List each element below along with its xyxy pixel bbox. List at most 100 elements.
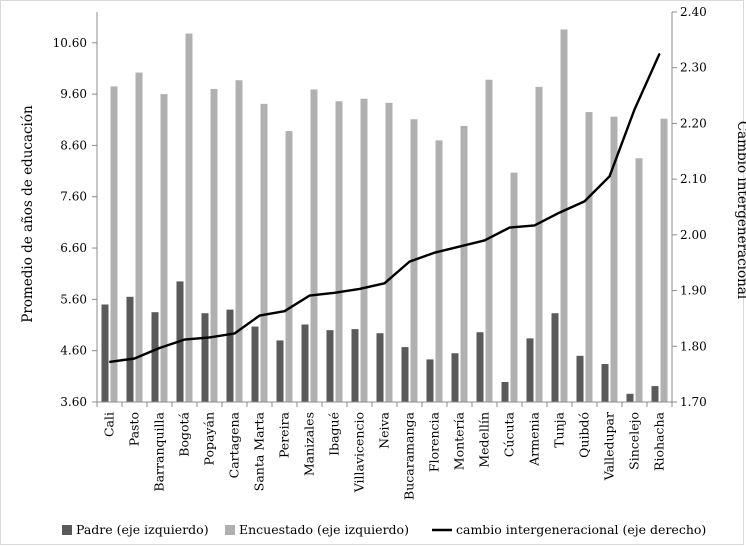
category-label: Quibdó [577, 412, 592, 458]
legend-label-cambio: cambio intergeneracional (eje derecho) [456, 522, 706, 537]
bar-padre [651, 386, 659, 402]
category-label: Cali [102, 412, 117, 437]
category-label: Villavicencio [352, 412, 367, 493]
bar-padre [126, 296, 134, 402]
bar-padre [551, 313, 559, 402]
bar-padre [526, 338, 534, 402]
right-tick-label: 1.70 [680, 395, 707, 409]
right-tick-label: 2.10 [680, 172, 707, 186]
category-label: Medellín [477, 412, 492, 468]
bar-padre [601, 364, 609, 402]
bar-padre [251, 326, 259, 402]
bar-encuestado [385, 102, 393, 402]
line-point [133, 357, 136, 360]
category-label: Valledupar [602, 412, 617, 481]
category-label: Neiva [377, 411, 392, 448]
bar-encuestado [110, 86, 118, 402]
line-point [333, 292, 336, 294]
category-label: Sincelejo [627, 412, 642, 470]
left-tick-label: 8.60 [60, 138, 87, 152]
bar-encuestado [485, 79, 493, 402]
legend-label-encuestado: Encuestado (eje izquierdo) [239, 522, 409, 537]
line-point [583, 200, 586, 203]
line-point [308, 294, 311, 297]
bar-encuestado [335, 101, 343, 402]
bar-padre [226, 309, 234, 402]
line-point [483, 239, 486, 242]
right-axis: 1.70 1.80 1.90 2.00 2.10 2.20 2.30 2.40 [671, 5, 707, 409]
bar-padre [101, 304, 109, 402]
category-label: Santa Marta [252, 411, 267, 491]
category-label: Tunja [552, 411, 567, 447]
bar-encuestado [260, 103, 268, 403]
bar-encuestado [435, 140, 443, 402]
line-point [558, 211, 561, 214]
bar-padre [201, 313, 209, 402]
left-axis-title: Promedio de años de educación [20, 105, 36, 323]
line-point [233, 332, 236, 335]
bar-padre [351, 329, 359, 402]
left-tick-label: 5.60 [60, 292, 87, 306]
category-label: Montería [452, 411, 467, 470]
category-label: Popayán [202, 412, 217, 465]
category-label: Bucaramanga [402, 411, 417, 499]
line-point [383, 282, 386, 284]
bar-encuestado [610, 116, 618, 403]
category-label: Ibagué [327, 412, 342, 456]
left-tick-label: 3.60 [60, 395, 87, 409]
x-axis: Cali Pasto Barranquilla Bogotá Popayán Cartag… [96, 401, 673, 500]
bar-padre [626, 393, 634, 402]
bar-encuestado [660, 118, 668, 402]
line-point [658, 53, 661, 55]
bar-encuestado [185, 33, 193, 402]
category-label: Pasto [127, 412, 142, 446]
bar-padre [326, 330, 334, 402]
line-point [633, 108, 636, 111]
left-axis: 3.60 4.60 5.60 6.60 7.60 8.60 9.60 10.60 [53, 12, 98, 409]
right-tick-label: 2.30 [680, 61, 707, 75]
legend-label-padre: Padre (eje izquierdo) [76, 522, 209, 537]
bar-padre [276, 340, 284, 402]
bar-padre [301, 324, 309, 402]
line-point [608, 175, 611, 177]
bar-encuestado [235, 80, 243, 402]
bar-encuestado [460, 125, 468, 402]
bar-padre [376, 333, 384, 402]
line-point [508, 227, 511, 229]
bar-encuestado [635, 158, 643, 402]
category-label: Bogotá [177, 411, 192, 456]
bar-padre [576, 355, 584, 402]
bar-encuestado [585, 112, 593, 402]
bar-encuestado [310, 89, 318, 402]
bar-encuestado [210, 88, 218, 402]
category-label: Manizales [302, 412, 317, 476]
right-tick-label: 2.00 [680, 228, 707, 242]
line-point [108, 361, 111, 363]
bar-padre [476, 332, 484, 402]
bar-padre [426, 359, 434, 402]
line-point [458, 245, 461, 248]
category-label: Cúcuta [502, 411, 517, 457]
bar-encuestado [160, 94, 168, 403]
line-point [208, 336, 211, 338]
category-label: Barranquilla [152, 411, 167, 491]
category-label: Cartagena [227, 411, 242, 478]
bar-padre [451, 353, 459, 402]
line-point [533, 224, 536, 226]
bar-padre [501, 381, 509, 402]
category-label: Pereira [277, 411, 292, 458]
left-tick-label: 9.60 [60, 87, 87, 101]
legend: Padre (eje izquierdo) Encuestado (eje izq… [62, 522, 706, 537]
left-tick-label: 10.60 [53, 36, 87, 50]
right-tick-label: 2.20 [680, 116, 707, 130]
left-tick-label: 4.60 [60, 344, 87, 358]
right-axis-title: Cambio intergeneracional [734, 121, 746, 299]
category-label: Armenia [527, 411, 542, 466]
line-point [183, 339, 186, 341]
bar-padre [401, 347, 409, 402]
left-tick-label: 7.60 [60, 190, 87, 204]
plot-area [101, 29, 668, 403]
bar-encuestado [135, 72, 143, 402]
